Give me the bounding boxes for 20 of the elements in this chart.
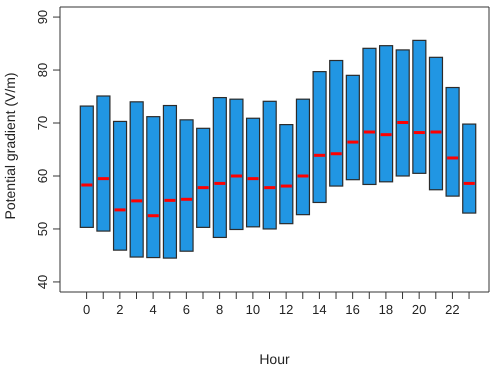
y-axis-title: Potential gradient (V/m) — [2, 72, 18, 220]
x-tick-label: 20 — [412, 302, 426, 318]
y-tick-label: 40 — [35, 274, 50, 290]
x-tick-label: 14 — [312, 302, 327, 318]
x-tick-label: 18 — [378, 302, 394, 318]
x-tick-label: 16 — [345, 302, 360, 318]
x-tick-label: 6 — [182, 302, 190, 318]
y-tick-label: 60 — [35, 168, 50, 184]
y-tick-label: 70 — [35, 116, 50, 130]
y-tick-label: 90 — [35, 10, 50, 24]
y-tick-label: 50 — [35, 222, 50, 236]
x-tick-label: 2 — [116, 302, 124, 318]
x-tick-label: 12 — [278, 302, 294, 318]
x-tick-label: 4 — [150, 302, 157, 318]
x-tick-label: 8 — [216, 302, 224, 318]
x-tick-label: 22 — [445, 302, 460, 318]
x-axis-title: Hour — [259, 351, 290, 366]
x-tick-label: 0 — [82, 302, 90, 318]
x-tick-label: 10 — [246, 302, 260, 318]
y-tick-label: 80 — [35, 62, 50, 78]
